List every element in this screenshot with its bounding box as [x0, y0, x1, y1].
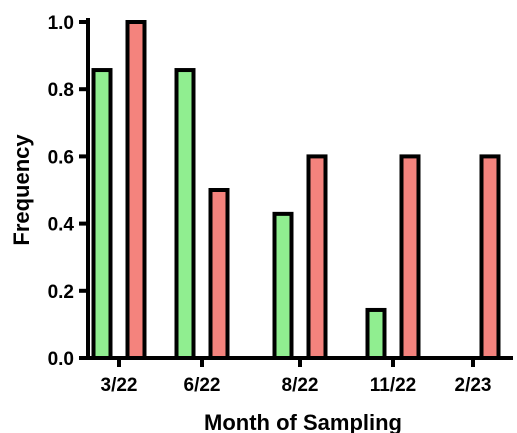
bar-6/22-series-1: [174, 68, 196, 360]
x-tick-label: 3/22: [101, 375, 138, 396]
y-tick-label: 0.2: [48, 282, 74, 303]
bar-8/22-series-2: [306, 154, 328, 360]
y-tick-label: 0.4: [48, 215, 75, 236]
bar-3/22-series-1: [91, 68, 113, 360]
bar-8/22-series-1: [272, 211, 294, 360]
axes-group: [86, 18, 513, 360]
y-tick-label: 0.6: [48, 147, 74, 168]
bar-11/22-series-1: [365, 307, 387, 360]
y-ticks-group: 0.0 0.2 0.4 0.6 0.8 1.0: [48, 13, 88, 370]
x-tick-label: 2/23: [455, 375, 492, 396]
x-ticks-group: 3/22 6/22 8/22 11/22 2/23: [101, 358, 492, 396]
y-tick-label: 1.0: [48, 13, 74, 34]
y-axis-title: Frequency: [9, 134, 34, 246]
bar-11/22-series-2: [399, 154, 421, 360]
bar-3/22-series-2: [125, 20, 147, 360]
y-tick-label: 0.0: [48, 349, 74, 370]
bar-6/22-series-2: [208, 188, 230, 360]
bars-group: [91, 20, 501, 360]
y-tick-label: 0.8: [48, 80, 74, 101]
x-tick-label: 6/22: [184, 375, 221, 396]
bar-2/23-series-2: [479, 154, 501, 360]
x-tick-label: 11/22: [370, 375, 417, 396]
x-axis-title: Month of Sampling: [204, 410, 402, 433]
x-tick-label: 8/22: [282, 375, 319, 396]
